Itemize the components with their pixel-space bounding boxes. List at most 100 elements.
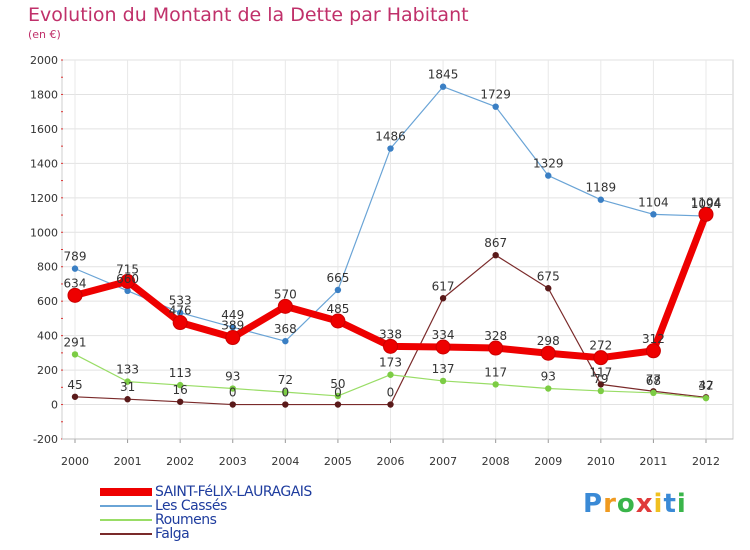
data-point	[383, 338, 398, 354]
legend-item: Les Cassés	[100, 499, 312, 513]
data-point	[540, 345, 556, 361]
y-tick-label: 1200	[30, 192, 58, 205]
data-point	[545, 172, 552, 179]
data-label: 1189	[586, 181, 617, 195]
data-label: 338	[379, 327, 402, 341]
x-tick-label: 2005	[324, 455, 352, 468]
data-label: 50	[330, 377, 345, 391]
legend-swatch	[100, 519, 152, 521]
data-label: 485	[326, 302, 349, 316]
logo-letter: i	[653, 489, 664, 519]
data-point	[229, 385, 236, 392]
data-label: 117	[589, 365, 612, 379]
data-label: 42	[698, 378, 713, 392]
data-label: 1486	[375, 130, 406, 144]
x-tick-label: 2011	[639, 455, 667, 468]
data-label: 37	[698, 379, 713, 393]
data-point	[387, 401, 394, 408]
x-tick-label: 2012	[692, 455, 720, 468]
legend-swatch	[100, 533, 152, 535]
data-point	[71, 351, 79, 358]
chart-title: Evolution du Montant de la Dette par Hab…	[28, 4, 469, 26]
data-label: 617	[432, 279, 455, 293]
data-point	[439, 295, 447, 302]
data-point	[176, 381, 184, 389]
data-label: 0	[387, 386, 395, 400]
data-label: 72	[278, 373, 293, 387]
data-point	[387, 371, 394, 378]
y-tick-label: 2000	[30, 54, 58, 67]
data-point	[439, 377, 447, 385]
x-tick-label: 2002	[166, 455, 194, 468]
data-label: 334	[432, 328, 455, 342]
y-tick-label: 0	[51, 399, 58, 412]
data-point	[282, 388, 289, 396]
data-label: 79	[593, 372, 608, 386]
legend-swatch	[100, 505, 152, 507]
data-label: 173	[379, 356, 402, 370]
x-tick-label: 2007	[429, 455, 457, 468]
chart-legend: SAINT-FéLIX-LAURAGAIS Les Cassés Roumens Fa…	[100, 485, 312, 541]
data-label: 449	[221, 308, 244, 322]
data-point	[334, 392, 342, 400]
x-tick-label: 2004	[271, 455, 299, 468]
data-point	[645, 343, 661, 359]
data-label: 867	[484, 236, 507, 250]
data-label: 660	[116, 272, 139, 286]
data-point	[439, 83, 447, 90]
data-label: 533	[169, 294, 192, 308]
data-point	[593, 350, 609, 366]
data-point	[124, 396, 131, 403]
data-label: 1104	[638, 195, 669, 209]
data-point	[124, 378, 131, 385]
y-tick-label: 800	[37, 261, 58, 274]
proxiti-logo: Proxiti	[583, 489, 687, 519]
data-label: 1104	[691, 195, 722, 209]
data-label: 45	[67, 378, 82, 392]
data-point	[597, 196, 605, 203]
legend-item: Roumens	[100, 513, 312, 527]
data-label: 665	[326, 271, 349, 285]
logo-letter: P	[583, 489, 604, 519]
data-point	[330, 313, 346, 329]
chart-unit-label: (en €)	[28, 28, 61, 41]
data-point	[650, 211, 657, 218]
data-label: 272	[589, 339, 612, 353]
data-label: 77	[646, 372, 661, 386]
data-label: 117	[484, 365, 507, 379]
y-tick-label: 1600	[30, 123, 58, 136]
data-point	[176, 398, 184, 405]
data-label: 312	[642, 332, 665, 346]
logo-letter: o	[616, 489, 636, 519]
data-point	[282, 337, 289, 345]
y-tick-label: 400	[37, 330, 58, 343]
data-point	[488, 340, 504, 356]
data-label: 476	[169, 304, 192, 318]
data-label: 1329	[533, 157, 564, 171]
legend-label: Falga	[155, 526, 190, 542]
data-point	[176, 309, 184, 316]
data-label: 789	[64, 250, 87, 264]
y-tick-label: -200	[33, 433, 58, 446]
data-point	[334, 286, 342, 294]
x-tick-label: 2009	[534, 455, 562, 468]
plot-area	[61, 59, 734, 440]
x-tick-label: 2010	[587, 455, 615, 468]
legend-label: Les Cassés	[155, 498, 227, 514]
data-label: 31	[120, 380, 135, 394]
data-point	[492, 103, 499, 110]
data-label: 298	[537, 334, 560, 348]
data-label: 93	[541, 370, 556, 384]
x-tick-label: 2001	[114, 455, 142, 468]
data-label: 16	[173, 383, 188, 397]
logo-letter: r	[603, 489, 617, 519]
data-label: 68	[646, 374, 661, 388]
data-point	[277, 298, 293, 314]
data-point	[71, 265, 79, 272]
data-point	[702, 394, 710, 402]
data-label: 291	[64, 335, 87, 349]
y-tick-label: 200	[37, 364, 58, 377]
data-point	[172, 315, 188, 331]
